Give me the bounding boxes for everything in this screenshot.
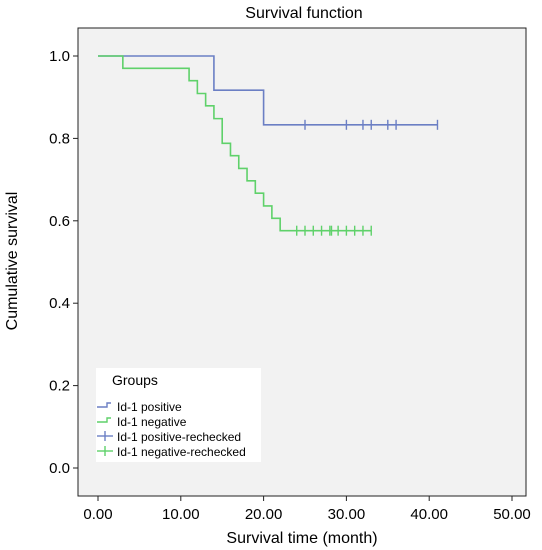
x-tick-label: 30.00 [328, 506, 366, 523]
legend-label: Id-1 negative-rechecked [117, 445, 246, 459]
chart-title: Survival function [245, 5, 362, 22]
series-id1-positive [98, 55, 439, 130]
legend-item: Id-1 negative-rechecked [97, 445, 246, 459]
legend-swatch [97, 402, 111, 408]
legend-item: Id-1 positive [97, 400, 182, 414]
legend-item: Id-1 negative [97, 415, 187, 429]
x-tick-label: 20.00 [245, 506, 283, 523]
axes: 0.00 10.00 20.00 30.00 40.00 50.00 0.0 0.2 0.4 0.… [49, 48, 531, 523]
legend-label: Id-1 positive [117, 400, 182, 414]
y-tick-label: 0.6 [49, 213, 70, 230]
survival-step-line [98, 55, 438, 126]
legend-label: Id-1 negative [117, 415, 187, 429]
x-tick-label: 50.00 [493, 506, 531, 523]
x-tick-label: 40.00 [410, 506, 448, 523]
y-axis-label: Cumulative survival [4, 192, 21, 331]
x-tick-label: 10.00 [162, 506, 200, 523]
y-tick-label: 0.2 [49, 378, 70, 395]
x-axis-label: Survival time (month) [226, 530, 377, 547]
y-tick-label: 0.4 [49, 295, 70, 312]
legend-label: Id-1 positive-rechecked [117, 430, 241, 444]
x-tick-label: 0.00 [83, 506, 112, 523]
legend-swatch [97, 417, 111, 423]
y-tick-label: 0.8 [49, 130, 70, 147]
y-tick-label: 1.0 [49, 48, 70, 65]
legend-item: Id-1 positive-rechecked [97, 430, 241, 444]
y-tick-label: 0.0 [49, 460, 70, 477]
legend-box [96, 368, 261, 462]
series-id1-negative [98, 55, 372, 236]
series-layer [98, 55, 439, 236]
survival-step-line [98, 55, 372, 232]
legend-title: Groups [112, 372, 158, 388]
